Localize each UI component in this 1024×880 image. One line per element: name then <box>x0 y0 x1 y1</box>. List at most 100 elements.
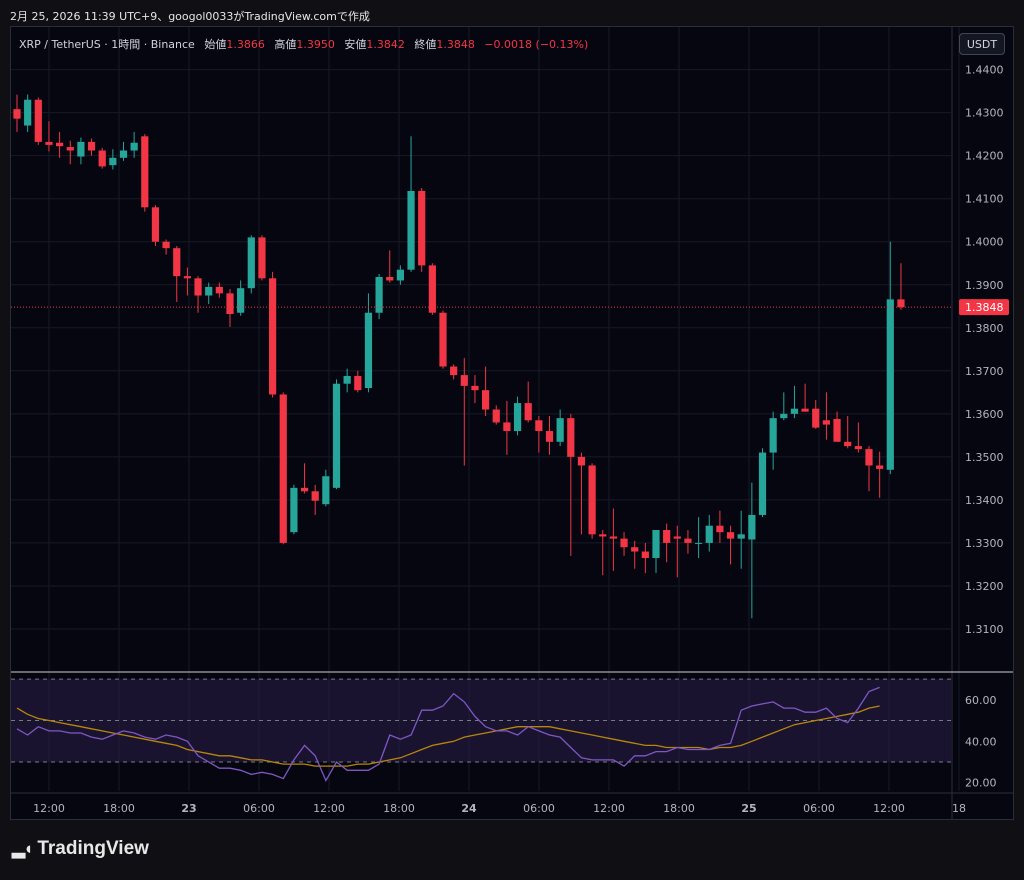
candle-body <box>460 375 468 386</box>
candle-body <box>24 99 32 126</box>
candle-body <box>663 530 671 543</box>
candle-body <box>652 530 660 558</box>
candle-body <box>322 476 330 505</box>
candle-body <box>631 547 639 552</box>
candle-body <box>439 312 447 367</box>
candle-body <box>737 534 745 539</box>
candle-body <box>897 299 905 308</box>
candle-body <box>269 278 277 395</box>
candle-body <box>87 141 96 151</box>
time-tick-label: 18:00 <box>103 802 135 815</box>
brand-name: TradingView <box>37 838 149 859</box>
candle-body <box>609 536 617 539</box>
rsi-line <box>16 686 880 783</box>
candle-body <box>205 286 213 296</box>
price-tick-label: 1.3200 <box>965 580 1004 593</box>
price-tick-label: 1.3800 <box>965 322 1004 335</box>
candle-body <box>237 288 245 313</box>
candle-body <box>865 449 873 466</box>
chart-frame[interactable]: 1.3100 1.3200 1.3300 1.3400 1.3500 1.3600 1.37… <box>10 26 1014 820</box>
price-tick-label: 1.4100 <box>965 193 1004 206</box>
time-tick-label: 12:00 <box>313 802 345 815</box>
price-chart-canvas[interactable]: 1.3100 1.3200 1.3300 1.3400 1.3500 1.3600 1.37… <box>11 27 1014 820</box>
tradingview-logo: ▂◖ TradingView <box>12 838 149 860</box>
candle-body <box>769 418 777 453</box>
price-tick-label: 1.4000 <box>965 236 1004 249</box>
price-tick-label: 1.3100 <box>965 623 1004 636</box>
tradingview-logo-icon: ▂◖ <box>12 839 33 858</box>
chart-caption: 2月 25, 2026 11:39 UTC+9、googol0033がTradi… <box>10 10 370 23</box>
candle-body <box>695 542 703 544</box>
currency-button[interactable]: USDT <box>959 33 1005 55</box>
candle-body <box>545 431 554 442</box>
open-label: 始値 <box>204 38 227 51</box>
open-value: 1.3866 <box>226 38 265 51</box>
candle-body <box>364 312 373 389</box>
price-tick-label: 1.3600 <box>965 408 1004 421</box>
high-label: 高値 <box>274 38 297 51</box>
candle-body <box>599 534 607 537</box>
candle-body <box>684 538 692 543</box>
candle-body <box>535 420 543 432</box>
time-tick-label: 06:00 <box>523 802 555 815</box>
price-tick-label: 1.3300 <box>965 537 1004 550</box>
price-tick-label: 1.4400 <box>965 64 1004 77</box>
candle-body <box>524 403 532 421</box>
candle-body <box>98 150 106 167</box>
low-label: 安値 <box>344 38 367 51</box>
candle-body <box>503 422 511 432</box>
candle-body <box>226 293 234 315</box>
candle-body <box>375 277 383 313</box>
candle-body <box>758 452 767 515</box>
candle-body <box>822 420 830 425</box>
price-tick-label: 1.3500 <box>965 451 1004 464</box>
candle-body <box>279 394 287 543</box>
candle-body <box>482 390 490 410</box>
last-price-badge <box>959 299 1009 316</box>
candle-body <box>162 241 170 249</box>
candle-body <box>726 532 735 539</box>
candle-body <box>396 269 404 281</box>
candle-body <box>716 525 724 533</box>
candle-body <box>471 385 479 391</box>
candle-body <box>343 375 351 384</box>
candle-body <box>588 465 596 535</box>
close-label: 終値 <box>414 38 437 51</box>
candle-body <box>109 157 117 166</box>
last-price-label: 1.3848 <box>965 301 1004 314</box>
candle-body <box>876 465 884 469</box>
rsi-tick-label: 40.00 <box>965 735 997 748</box>
time-tick-label: 06:00 <box>803 802 835 815</box>
price-tick-label: 1.4200 <box>965 150 1004 163</box>
candle-body <box>130 142 138 151</box>
candle-body <box>119 150 128 158</box>
candle-body <box>492 409 500 423</box>
candle-body <box>513 403 522 432</box>
time-tick-label: 12:00 <box>873 802 905 815</box>
rsi-tick-label: 60.00 <box>965 694 997 707</box>
candle-body <box>673 536 681 539</box>
symbol-label[interactable]: XRP / TetherUS · 1時間 · Binance <box>19 38 195 51</box>
candle-body <box>247 237 255 289</box>
candle-body <box>56 142 64 147</box>
rsi-band-fill <box>11 679 951 762</box>
candle-body <box>66 147 74 151</box>
candle-body <box>151 207 160 242</box>
candle-body <box>705 525 713 543</box>
candle-body <box>215 286 223 294</box>
candle-body <box>418 190 426 266</box>
time-tick-label: 25 <box>741 802 756 815</box>
candle-body <box>183 276 191 279</box>
time-tick-label: 24 <box>461 802 477 815</box>
candle-body <box>780 413 788 419</box>
candle-body <box>300 487 309 492</box>
candle-body <box>290 487 298 533</box>
price-tick-label: 1.3900 <box>965 279 1004 292</box>
price-tick-label: 1.3400 <box>965 494 1004 507</box>
candle-body <box>886 299 894 470</box>
candle-body <box>407 190 415 270</box>
candle-body <box>77 141 85 157</box>
rsi-tick-label: 20.00 <box>965 777 997 790</box>
candle-body <box>34 99 42 142</box>
candle-body <box>450 366 458 376</box>
